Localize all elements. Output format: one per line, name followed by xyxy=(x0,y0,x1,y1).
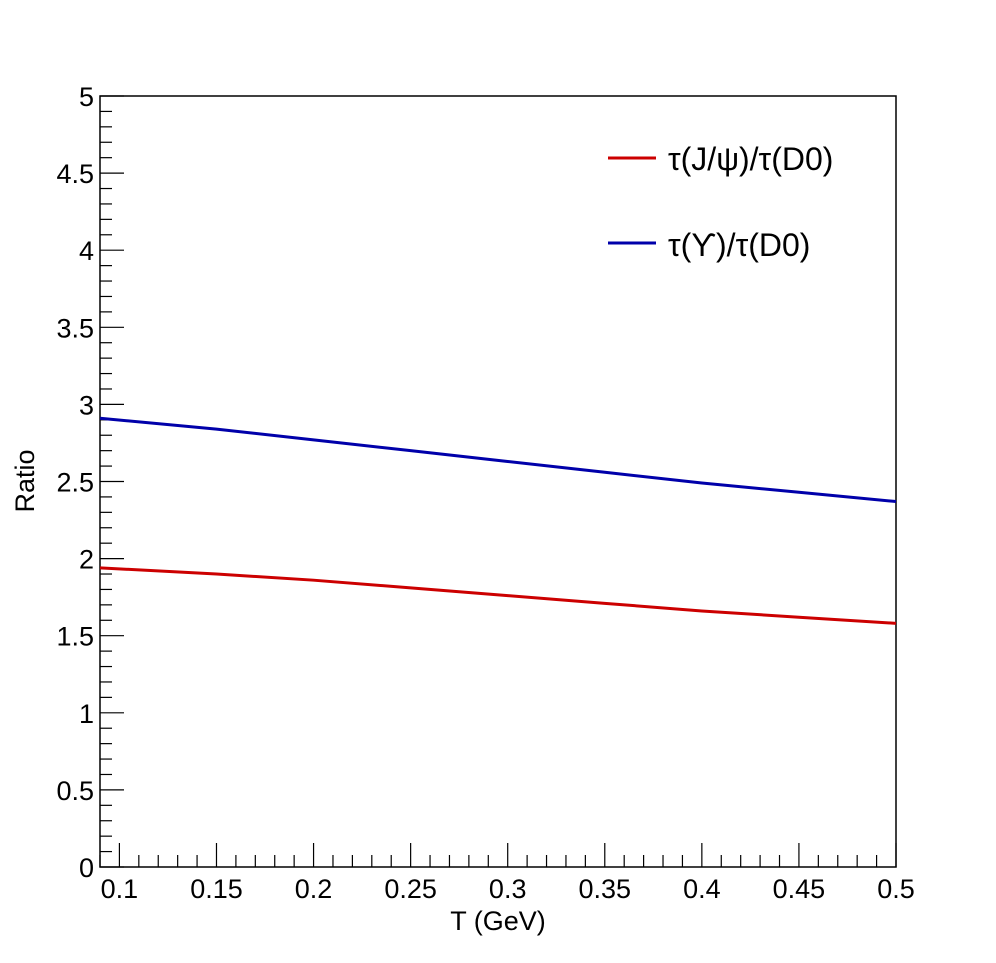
x-tick-label: 0.45 xyxy=(773,874,826,904)
y-tick-label: 2.5 xyxy=(56,468,94,498)
x-tick-label: 0.15 xyxy=(190,874,243,904)
y-tick-label: 0.5 xyxy=(56,776,94,806)
y-tick-label: 5 xyxy=(79,82,94,112)
x-tick-label: 0.3 xyxy=(489,874,527,904)
axis-ticks xyxy=(99,95,897,868)
tick-labels: 0 0.5 1 1.5 2 2.5 3 3.5 4 4.5 5 0.1 0.15 0.2 0.25 0.3 0.… xyxy=(56,82,914,904)
y-tick-label: 4 xyxy=(79,236,94,266)
y-axis-title: Ratio xyxy=(10,449,40,512)
y-tick-label: 3 xyxy=(79,390,94,420)
x-tick-label: 0.5 xyxy=(877,874,915,904)
series-line-upsilon xyxy=(99,416,897,504)
y-tick-label: 1 xyxy=(79,699,94,729)
y-tick-label: 0 xyxy=(79,853,94,883)
legend: τ(J/ψ)/τ(D0) τ(ϒ)/τ(D0) xyxy=(608,141,833,263)
x-tick-label: 0.2 xyxy=(295,874,333,904)
x-tick-label: 0.4 xyxy=(683,874,721,904)
series-lines xyxy=(99,416,897,625)
y-tick-label: 4.5 xyxy=(56,159,94,189)
x-tick-label: 0.1 xyxy=(101,874,139,904)
plot-frame xyxy=(99,95,897,868)
y-tick-label: 1.5 xyxy=(56,622,94,652)
legend-label-upsilon: τ(ϒ)/τ(D0) xyxy=(668,227,810,263)
x-tick-label: 0.25 xyxy=(384,874,437,904)
y-tick-label: 2 xyxy=(79,545,94,575)
x-tick-label: 0.35 xyxy=(578,874,631,904)
legend-label-jpsi: τ(J/ψ)/τ(D0) xyxy=(668,141,833,177)
x-axis-title: T (GeV) xyxy=(450,906,546,936)
y-tick-label: 3.5 xyxy=(56,313,94,343)
series-line-jpsi xyxy=(99,566,897,625)
